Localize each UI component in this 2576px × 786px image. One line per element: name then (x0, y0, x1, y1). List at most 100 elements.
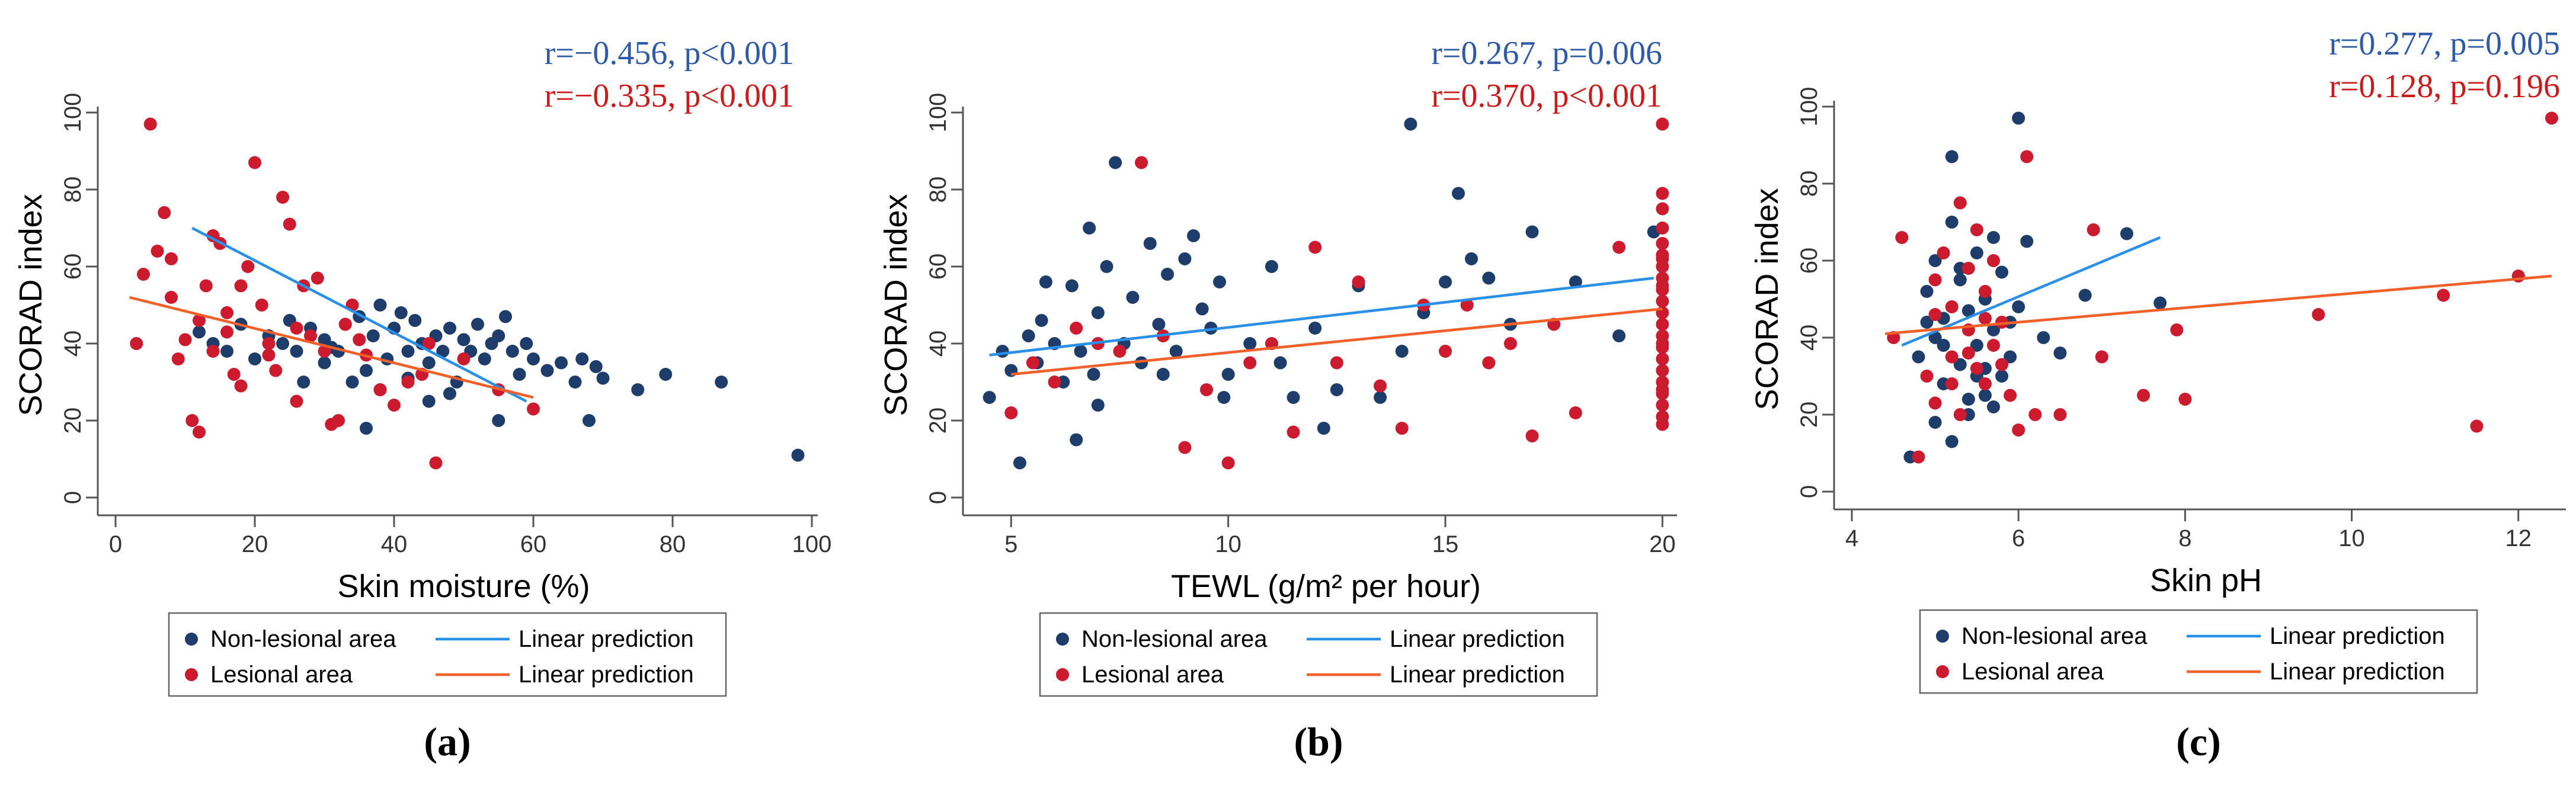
lesional-point (2170, 323, 2184, 336)
lesional-point (353, 333, 366, 347)
non-lesional-point (1928, 254, 1942, 267)
lesional-point (165, 291, 178, 304)
y-tick-label: 60 (925, 254, 951, 280)
x-axis-title: Skin pH (2150, 563, 2262, 598)
non-lesional-point (1187, 229, 1201, 242)
x-tick-label: 12 (2505, 525, 2532, 551)
lesional-point (401, 376, 415, 389)
lesional-point (2012, 424, 2025, 437)
non-lesional-point (1404, 117, 1417, 131)
fit-line-lesional (1011, 307, 1663, 376)
lesional-point (283, 217, 296, 231)
non-lesional-point (1987, 231, 2000, 244)
lesional-point (1656, 222, 1669, 235)
chart-panel-3: 0 20 40 60 80 100 4 6 8 10 12 SCORAD index Skin pH r=… (1749, 25, 2566, 764)
non-lesional-point (422, 394, 436, 408)
y-tick-label: 80 (1796, 171, 1822, 197)
non-lesional-point (1178, 252, 1192, 265)
lesional-point (2020, 150, 2034, 163)
lesional-point (1482, 356, 1496, 370)
non-lesional-point (2004, 350, 2017, 364)
lesional-point (206, 345, 220, 358)
non-lesional-point (220, 345, 233, 358)
non-lesional-point (1928, 416, 1942, 429)
lesional-point (1945, 300, 1959, 313)
lesional-point (388, 399, 401, 412)
non-lesional-point (1221, 368, 1235, 381)
lesional-point (234, 379, 248, 393)
lesional-point (1995, 358, 2009, 371)
lesional-point (137, 268, 150, 281)
lesional-point (1438, 345, 1452, 358)
non-lesional-point (631, 383, 645, 396)
lesional-point (2087, 223, 2100, 236)
lesional-point (1937, 246, 1950, 259)
non-lesional-point (1273, 356, 1287, 370)
legend-marker-lesional (185, 668, 198, 681)
lesional-point (1048, 376, 1061, 389)
correlation-stat-non-lesional: r=0.267, p=0.006 (1431, 35, 1662, 72)
legend-marker-lesional (1936, 665, 1949, 678)
non-lesional-point (1912, 350, 1925, 364)
legend-label: Non-lesional area (1081, 626, 1268, 652)
y-axis-title: SCORAD index (878, 194, 914, 416)
lesional-point (2312, 308, 2325, 321)
non-lesional-point (1083, 222, 1096, 235)
lesional-point (1656, 187, 1669, 200)
lesional-point (1978, 285, 1992, 298)
x-axis-title: Skin moisture (%) (337, 569, 590, 604)
x-tick-label: 5 (1004, 531, 1017, 557)
lesional-point (373, 383, 387, 396)
lesional-point (1970, 223, 1983, 236)
non-lesional-point (505, 345, 519, 358)
non-lesional-point (457, 333, 471, 347)
non-lesional-point (422, 356, 436, 370)
lesional-point (2437, 288, 2450, 302)
non-lesional-point (1169, 345, 1183, 358)
non-lesional-point (345, 376, 359, 389)
non-lesional-point (513, 368, 526, 381)
non-lesional-point (520, 337, 533, 350)
lesional-point (1330, 356, 1343, 370)
fit-line-non-lesional (989, 277, 1654, 357)
non-lesional-point (1569, 275, 1582, 288)
lesional-point (1895, 231, 1909, 244)
lesional-point (1200, 383, 1214, 396)
legend-label: Non-lesional area (210, 626, 396, 652)
lesional-point (241, 260, 255, 273)
lesional-point (290, 394, 303, 408)
lesional-point (1928, 396, 1942, 410)
non-lesional-point (373, 299, 387, 312)
non-lesional-point (659, 368, 673, 381)
x-tick-label: 80 (660, 531, 686, 557)
lesional-point (1503, 337, 1517, 350)
non-lesional-point (276, 337, 289, 350)
lesional-point (1978, 312, 1992, 325)
lesional-point (332, 414, 345, 427)
lesional-point (1656, 202, 1669, 216)
y-tick-label: 0 (925, 491, 951, 504)
y-tick-label: 80 (60, 177, 86, 203)
lesional-point (269, 364, 283, 377)
lesional-point (248, 156, 261, 169)
non-lesional-point (1395, 345, 1409, 358)
non-lesional-point (1451, 187, 1465, 200)
correlation-stat-non-lesional: r=−0.456, p<0.001 (545, 35, 794, 72)
non-lesional-point (2120, 227, 2133, 240)
non-lesional-point (248, 352, 261, 365)
lesional-point (1953, 408, 1967, 421)
lesional-point (1004, 406, 1018, 419)
lesional-point (1374, 379, 1387, 393)
y-axis-title: SCORAD index (13, 194, 49, 416)
non-lesional-point (1308, 322, 1322, 335)
y-tick-label: 40 (60, 331, 86, 357)
non-lesional-point (492, 329, 505, 342)
x-tick-label: 60 (520, 531, 547, 557)
non-lesional-point (443, 387, 456, 400)
non-lesional-point (1035, 314, 1048, 327)
legend-label: Linear prediction (2270, 623, 2445, 649)
lesional-point (304, 329, 317, 342)
lesional-point (1978, 377, 1992, 390)
lesional-point (1961, 347, 1975, 360)
non-lesional-point (996, 345, 1009, 358)
